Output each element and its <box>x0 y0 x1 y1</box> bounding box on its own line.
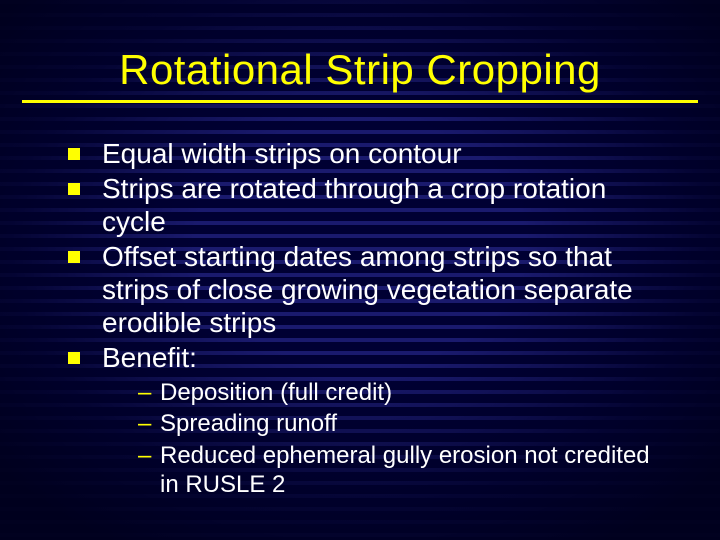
sub-text: Spreading runoff <box>160 410 337 437</box>
square-bullet-icon <box>68 251 80 263</box>
square-bullet-icon <box>68 148 80 160</box>
list-item: – Reduced ephemeral gully erosion not cr… <box>138 441 658 500</box>
slide: Rotational Strip Cropping Equal width st… <box>0 0 720 540</box>
bullet-text: Benefit: <box>102 342 197 373</box>
list-item: Offset starting dates among strips so th… <box>68 240 658 339</box>
bullet-list: Equal width strips on contour Strips are… <box>0 137 720 499</box>
list-item: Strips are rotated through a crop rotati… <box>68 172 658 238</box>
bullet-text: Offset starting dates among strips so th… <box>102 241 633 338</box>
list-item: – Deposition (full credit) <box>138 378 658 407</box>
content-area: Rotational Strip Cropping Equal width st… <box>0 0 720 540</box>
slide-title: Rotational Strip Cropping <box>0 46 720 94</box>
dash-icon: – <box>138 441 151 470</box>
square-bullet-icon <box>68 183 80 195</box>
bullet-text: Equal width strips on contour <box>102 138 462 169</box>
bullet-text: Strips are rotated through a crop rotati… <box>102 173 606 237</box>
list-item: Benefit: – Deposition (full credit) – Sp… <box>68 341 658 499</box>
list-item: Equal width strips on contour <box>68 137 658 170</box>
square-bullet-icon <box>68 352 80 364</box>
sub-text: Reduced ephemeral gully erosion not cred… <box>160 442 650 498</box>
title-underline <box>22 100 698 103</box>
sub-text: Deposition (full credit) <box>160 379 392 406</box>
list-item: – Spreading runoff <box>138 409 658 438</box>
dash-icon: – <box>138 409 151 438</box>
sub-list: – Deposition (full credit) – Spreading r… <box>102 374 658 499</box>
dash-icon: – <box>138 378 151 407</box>
